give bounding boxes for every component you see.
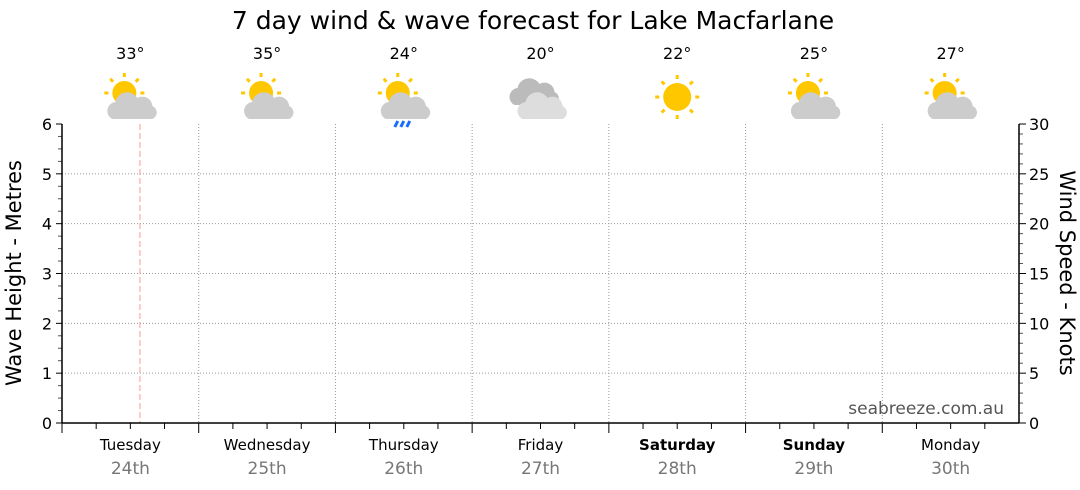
rain-drop [405,120,412,128]
y-tick-label-left: 1 [42,364,52,383]
y-tick-label-left: 5 [42,165,52,184]
cloud-shape [107,92,157,119]
temperature-label: 35° [253,44,281,63]
watermark: seabreeze.com.au [848,399,1004,419]
x-tick-label-date: 30th [931,459,970,479]
y-tick-label-right: 0 [1029,414,1039,433]
shower-icon [377,73,431,128]
chart-title: 7 day wind & wave forecast for Lake Macf… [232,6,834,35]
x-tick-label-date: 29th [794,459,833,479]
sun-ray [929,77,935,83]
y-tick-label-left: 3 [42,265,52,284]
temperature-label: 20° [526,44,554,63]
sun-ray [382,77,388,83]
rain-drop [399,120,406,128]
x-tick-label-date: 26th [384,459,423,479]
y-tick-label-left: 0 [42,414,52,433]
partly-cloudy-icon [787,73,841,119]
y-axis-label-right: Wind Speed - Knots [1055,170,1079,375]
sun-ray [660,108,666,114]
sun-ray [688,108,694,114]
x-tick-label-day: Monday [921,436,980,454]
sun-ray [245,77,251,83]
y-tick-label-left: 6 [42,115,52,134]
sun-ray [688,80,694,86]
sunny-icon [655,75,700,119]
y-tick-label-right: 30 [1029,115,1049,134]
sun-ray [792,77,798,83]
sun-ray [109,77,115,83]
partly-cloudy-icon [924,73,978,119]
x-tick-label-day: Friday [518,436,564,454]
sun-ray [271,77,277,83]
y-tick-label-right: 15 [1029,265,1049,284]
partly-cloudy-icon [104,73,157,119]
cloud-shape [517,92,567,119]
x-tick-label-day: Tuesday [99,436,161,454]
sun-shape [663,83,692,111]
temperature-label: 22° [663,44,691,63]
x-tick-label-date: 28th [658,459,697,479]
x-tick-label-date: 25th [248,459,287,479]
partly-cloudy-icon [241,73,294,119]
cloud-shape [790,92,841,119]
temperature-label: 27° [936,44,964,63]
y-tick-label-right: 10 [1029,314,1049,333]
sun-ray [954,77,960,83]
temperature-label: 25° [800,44,828,63]
x-tick-label-day: Wednesday [224,436,311,454]
cloud-shape [927,92,978,119]
cloud-shape [380,92,431,119]
y-tick-label-right: 25 [1029,165,1049,184]
cloudy-icon [509,78,567,119]
y-tick-label-right: 5 [1029,364,1039,383]
x-tick-label-day: Saturday [639,436,716,454]
sun-ray [818,77,824,83]
y-axis-label-left: Wave Height - Metres [2,160,26,386]
y-tick-label-left: 2 [42,314,52,333]
cloud-shape [244,92,294,119]
x-tick-label-date: 27th [521,459,560,479]
rain-drop [393,120,400,128]
sun-ray [660,80,666,86]
x-tick-label-date: 24th [111,459,150,479]
temperature-label: 33° [116,44,144,63]
x-tick-label-day: Thursday [368,436,439,454]
sun-ray [134,77,140,83]
temperature-label: 24° [390,44,418,63]
y-tick-label-left: 4 [42,215,52,234]
sun-ray [408,77,413,83]
y-tick-label-right: 20 [1029,215,1049,234]
x-tick-label-day: Sunday [783,436,846,454]
